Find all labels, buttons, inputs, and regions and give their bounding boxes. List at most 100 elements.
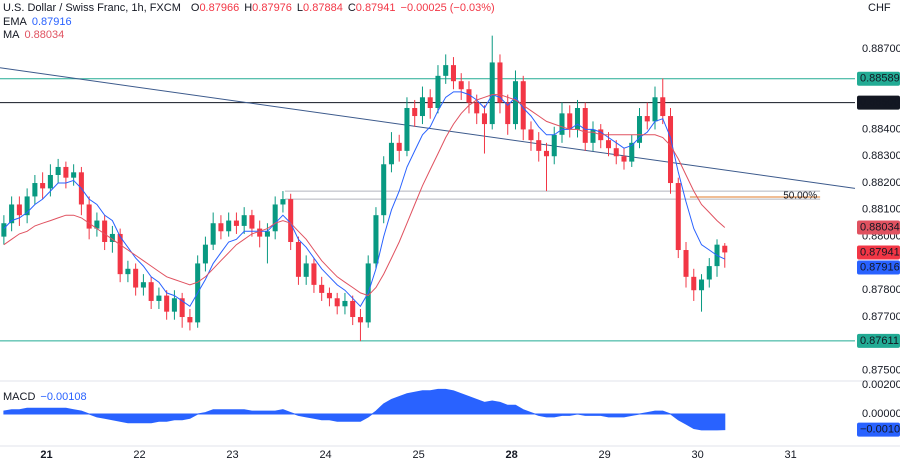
candle-body	[303, 263, 309, 277]
currency-label: CHF	[868, 2, 891, 14]
candle-body	[117, 233, 123, 275]
price-badge	[857, 260, 900, 275]
y-tick-label: 0.88700	[862, 43, 900, 55]
x-tick-label: 25	[412, 449, 424, 461]
y-tick-label: 0.88400	[862, 123, 900, 135]
series-value: 0.87916	[32, 16, 72, 28]
candle-body	[505, 102, 511, 125]
candle-body	[419, 97, 425, 117]
candle-body	[543, 150, 550, 157]
candle-body	[86, 204, 92, 229]
candle-body	[233, 220, 239, 226]
candle-body	[249, 215, 255, 229]
price-badge	[857, 95, 900, 110]
candle-body	[574, 107, 581, 130]
y-tick-label: 0.88300	[862, 150, 900, 162]
price-badge-label: 0.88589	[860, 73, 900, 85]
y-tick-label: 0.87500	[862, 365, 900, 377]
candle-body	[334, 298, 340, 307]
x-tick-label: 24	[319, 449, 331, 461]
candle-body	[551, 134, 557, 157]
candle-body	[350, 300, 356, 318]
candle-body	[357, 317, 363, 323]
macd-name: MACD	[3, 391, 35, 403]
candle-body	[443, 65, 449, 76]
x-tick-label: 29	[598, 449, 610, 461]
ohlc-value: 0.87976	[252, 2, 292, 14]
candle-body	[156, 295, 162, 301]
macd-tick-label: 0.00000	[862, 408, 900, 420]
candle-body	[63, 166, 69, 178]
trendline	[0, 67, 856, 189]
candle-body	[24, 196, 30, 216]
candle-body	[16, 204, 22, 216]
macd-value: −0.00108	[40, 391, 86, 403]
candle-body	[582, 107, 588, 143]
change-value: −0.00025 (−0.03%)	[401, 2, 495, 14]
candle-body	[404, 107, 410, 151]
candle-body	[280, 199, 286, 205]
candle-body	[342, 300, 348, 307]
ohlc-label: H	[244, 2, 252, 14]
ohlc-label: C	[348, 2, 356, 14]
candle-body	[388, 142, 394, 165]
candle-body	[381, 164, 387, 216]
series-value: 0.88034	[25, 29, 65, 41]
candle-body	[450, 65, 456, 82]
fib-label: 50.00%	[783, 191, 817, 202]
candle-body	[164, 295, 170, 312]
candle-body	[497, 62, 503, 103]
candle-body	[210, 223, 216, 245]
ohlc-value: 0.87884	[303, 2, 343, 14]
candle-body	[528, 129, 534, 141]
candle-body	[567, 113, 573, 130]
candle-body	[396, 142, 402, 151]
candle-body	[691, 276, 697, 291]
candle-body	[133, 268, 139, 288]
candle-body	[660, 97, 666, 117]
x-tick-label: 28	[505, 449, 517, 461]
price-badge-label: 0.87611	[860, 335, 899, 347]
candle-body	[481, 113, 487, 125]
candle-body	[458, 81, 464, 90]
candle-body	[226, 220, 232, 232]
candle-body	[55, 166, 61, 175]
candle-body	[629, 142, 635, 162]
candle-body	[179, 298, 185, 318]
macd-area	[3, 388, 726, 431]
series-name: EMA	[3, 16, 28, 28]
candle-body	[427, 97, 433, 108]
candle-body	[706, 266, 712, 280]
candle-body	[202, 244, 208, 264]
candle-body	[47, 174, 53, 189]
candle-body	[621, 156, 627, 162]
candle-body	[218, 223, 224, 232]
series-legend: MA 0.88034	[3, 29, 64, 41]
candle-body	[148, 282, 154, 301]
x-tick-label: 21	[40, 449, 52, 461]
price-badge-label: 0.87941	[860, 246, 900, 258]
candle-body	[652, 97, 658, 122]
candle-body	[102, 220, 108, 242]
candle-body	[125, 268, 131, 275]
header-legend: U.S. Dollar / Swiss Franc, 1h, FXCM O0.87…	[3, 2, 495, 14]
x-tick-label: 23	[226, 449, 238, 461]
candle-body	[109, 233, 115, 242]
candle-body	[605, 140, 612, 149]
candle-body	[272, 204, 278, 232]
candle-body	[9, 204, 15, 224]
candle-body	[140, 282, 146, 288]
candle-body	[412, 107, 418, 117]
macd-tick-label: 0.00200	[862, 379, 900, 391]
indicator-line	[3, 94, 726, 297]
symbol-title: U.S. Dollar / Swiss Franc, 1h, FXCM	[3, 2, 181, 14]
candle-body	[667, 116, 674, 184]
candle-body	[32, 183, 38, 197]
candle-body	[264, 231, 270, 237]
price-badge-label: 0.87916	[860, 261, 900, 273]
candle-body	[489, 62, 495, 125]
candle-body	[326, 292, 332, 299]
y-tick-label: 0.88200	[862, 177, 900, 189]
